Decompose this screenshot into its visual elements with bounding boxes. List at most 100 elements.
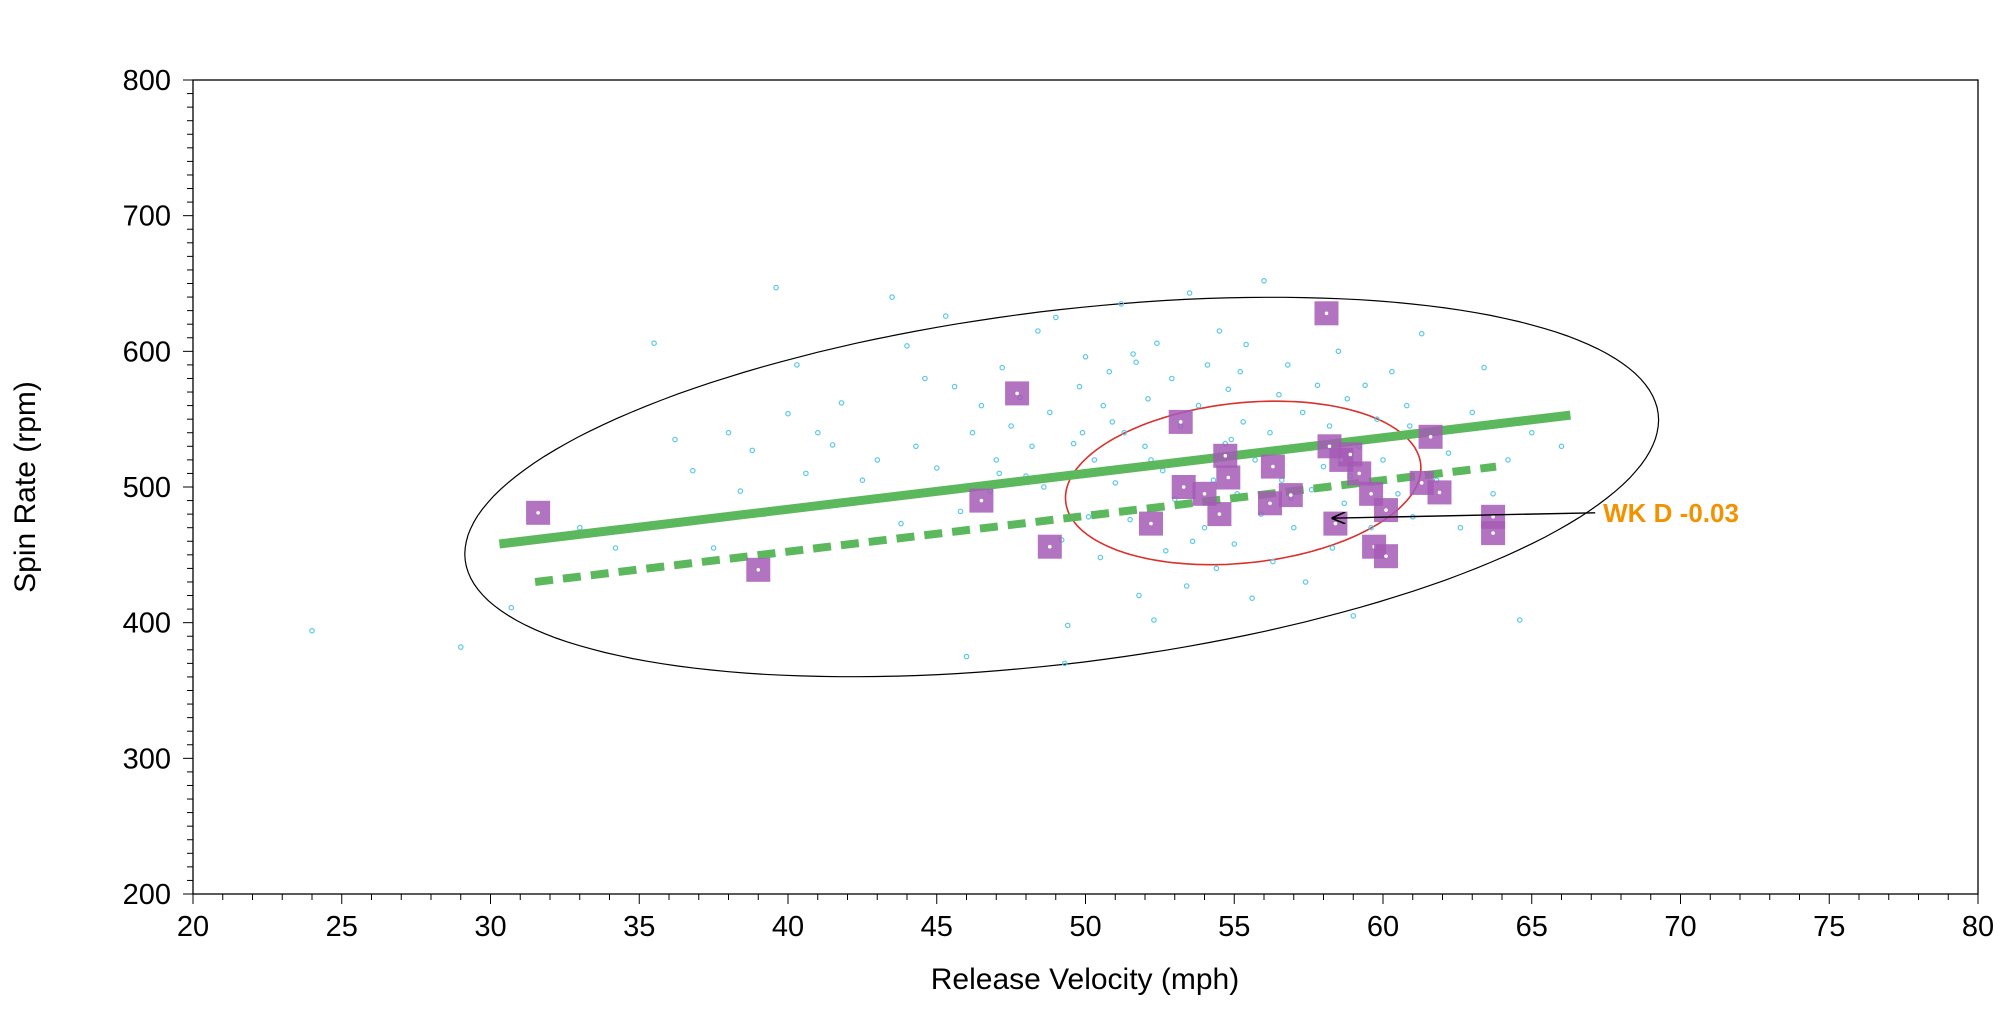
highlight-point-dot: [1226, 475, 1231, 480]
population-point: [1445, 450, 1452, 456]
population-point: [1558, 443, 1565, 450]
population-point: [1079, 429, 1086, 436]
population-point: [1231, 541, 1238, 547]
population-point: [1389, 368, 1395, 375]
population-point: [1047, 409, 1053, 416]
y-axis-title: Spin Rate (rpm): [9, 381, 42, 593]
x-axis-title: Release Velocity (mph): [931, 963, 1239, 996]
population-point: [1195, 402, 1202, 409]
population-point: [993, 457, 1000, 463]
highlight-point-dot: [1428, 435, 1433, 439]
x-tick-label: 20: [177, 911, 209, 943]
highlight-point-dot: [1181, 485, 1186, 489]
population-point: [1517, 617, 1523, 623]
population-point: [1029, 443, 1035, 450]
population-point: [749, 447, 756, 454]
population-point: [710, 545, 717, 551]
population-point: [1109, 419, 1116, 425]
highlight-point-dot: [756, 568, 761, 572]
highlight-point-dot: [1202, 492, 1207, 496]
y-tick-label: 300: [123, 743, 171, 775]
population-point: [1267, 429, 1273, 436]
x-tick-label: 25: [326, 911, 358, 943]
population-point: [1070, 440, 1077, 447]
highlight-point-dot: [1369, 492, 1373, 496]
population-point: [1201, 524, 1208, 531]
highlight-point-dot: [1491, 531, 1495, 535]
population-point: [1529, 429, 1535, 436]
population-point: [999, 364, 1006, 371]
population-point: [1335, 348, 1342, 355]
population-point: [1213, 565, 1220, 572]
population-point: [1121, 429, 1128, 436]
x-tick-label: 80: [1962, 911, 1994, 943]
x-tick-label: 40: [772, 911, 804, 943]
x-tick-label: 30: [474, 911, 506, 943]
highlight-point-dot: [1357, 471, 1361, 476]
population-point: [1350, 613, 1357, 619]
population-point: [1186, 290, 1193, 296]
population-point: [1320, 463, 1327, 470]
population-point: [1085, 513, 1092, 520]
population-point: [1302, 579, 1309, 585]
population-point: [1183, 583, 1190, 589]
highlight-point-dot: [1384, 508, 1388, 512]
population-point: [1127, 516, 1133, 523]
highlight-point-dot: [1491, 515, 1495, 519]
population-point: [1457, 524, 1464, 531]
population-point: [1082, 353, 1089, 360]
population-point: [794, 362, 800, 368]
highlight-point-dot: [1217, 512, 1222, 516]
population-point: [1407, 423, 1413, 429]
population-point: [1154, 340, 1160, 347]
population-point: [978, 402, 985, 409]
population-point: [612, 545, 619, 551]
population-point: [1189, 538, 1196, 545]
y-tick-label: 700: [123, 201, 171, 233]
x-tick-label: 35: [623, 911, 655, 943]
x-tick-label: 70: [1664, 911, 1696, 943]
population-point: [814, 429, 821, 436]
population-point: [1329, 545, 1336, 551]
population-point: [1106, 368, 1113, 375]
population-point: [1240, 419, 1247, 425]
highlight-point-dot: [1271, 464, 1275, 469]
population-point: [942, 313, 949, 319]
population-point: [1133, 359, 1139, 366]
population-point: [1505, 457, 1511, 463]
population-point: [1404, 402, 1410, 409]
population-point: [1064, 622, 1071, 629]
highlight-point-dot: [1384, 554, 1388, 558]
population-point: [1142, 443, 1148, 450]
population-point: [859, 477, 866, 484]
highlight-point-dot: [1178, 420, 1183, 424]
y-tick-label: 500: [123, 472, 171, 504]
population-point: [904, 343, 910, 349]
population-point: [1035, 328, 1041, 334]
y-tick-label: 200: [123, 879, 171, 911]
population-point: [1291, 524, 1297, 531]
population-point: [1130, 351, 1136, 357]
population-point: [829, 442, 836, 448]
population-point: [1299, 409, 1306, 416]
population-point: [1216, 328, 1223, 334]
population-point: [1008, 423, 1014, 429]
population-point: [933, 465, 940, 471]
population-point: [1285, 362, 1291, 368]
population-point: [913, 443, 919, 450]
population-point: [1041, 484, 1047, 490]
population-point: [1490, 490, 1496, 497]
y-tick-label: 800: [123, 65, 171, 97]
population-point: [508, 604, 515, 611]
population-point: [874, 457, 881, 463]
population-point: [785, 410, 791, 417]
highlight-point-dot: [1149, 521, 1153, 526]
population-point: [1469, 409, 1476, 416]
population-point: [737, 488, 744, 494]
population-point: [838, 400, 845, 406]
population-point: [963, 653, 970, 660]
highlight-point-dot: [1437, 490, 1442, 495]
population-point: [1481, 364, 1487, 371]
x-tick-label: 65: [1516, 911, 1548, 943]
